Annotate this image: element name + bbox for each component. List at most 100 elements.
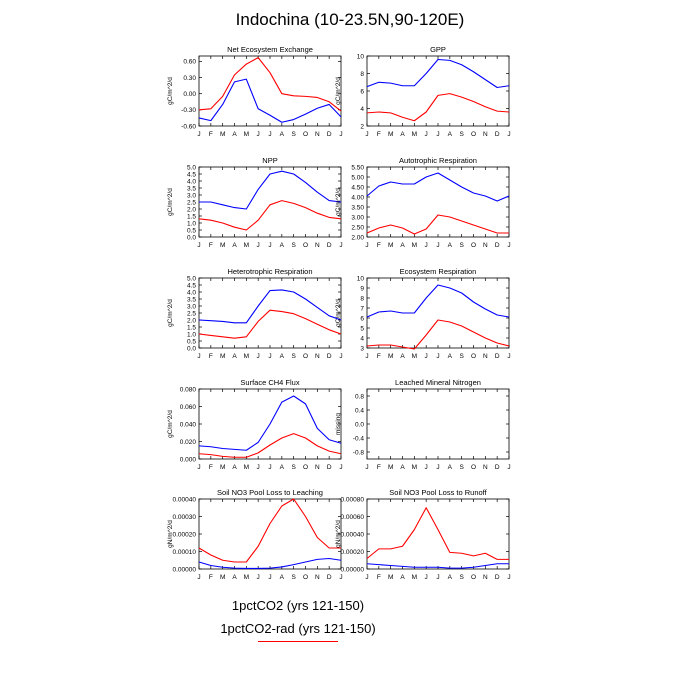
x-tick-label: S (459, 131, 464, 138)
x-tick-label: J (436, 464, 439, 471)
x-tick-label: M (388, 353, 393, 360)
panel-2: NPP gC/m^2/d 0.00.51.01.52.02.53.03.54.04.… (167, 156, 343, 249)
x-tick-label: S (291, 242, 296, 249)
y-axis-label: gC/m^2/d (167, 77, 174, 105)
y-tick-label: 4.00 (351, 194, 364, 201)
x-tick-label: S (291, 574, 296, 581)
y-tick-label: 5.0 (187, 164, 196, 171)
y-axis-label: gN/m^2/d (335, 520, 342, 548)
y-tick-label: 5.0 (187, 275, 196, 282)
series-line-1 (198, 557, 342, 570)
x-tick-label: F (377, 131, 381, 138)
x-tick-label: J (436, 131, 439, 138)
y-tick-label: -0.30 (181, 107, 196, 114)
x-tick-label: M (388, 464, 393, 471)
x-tick-label: N (483, 353, 488, 360)
x-tick-label: D (495, 574, 500, 581)
y-tick-label: 8 (360, 295, 364, 302)
panel-title: Leached Mineral Nitrogen (395, 378, 481, 387)
x-tick-label: J (339, 353, 342, 360)
x-tick-label: J (257, 242, 260, 249)
x-tick-label: M (412, 242, 417, 249)
y-tick-label: 0.30 (183, 75, 196, 82)
x-tick-label: A (400, 464, 405, 471)
y-tick-label: -0.4 (353, 435, 365, 442)
x-tick-label: A (400, 574, 405, 581)
x-tick-label: F (209, 131, 213, 138)
x-tick-label: F (209, 353, 213, 360)
series-line-2 (366, 319, 510, 350)
x-tick-label: M (220, 131, 225, 138)
x-tick-label: J (425, 242, 428, 249)
series-line-2 (366, 214, 509, 235)
x-tick-label: A (280, 464, 285, 471)
y-tick-label: 0.5 (187, 227, 196, 234)
x-tick-label: J (436, 242, 439, 249)
y-tick-label: 0.060 (180, 404, 197, 411)
x-tick-label: A (400, 353, 405, 360)
x-tick-label: A (400, 242, 405, 249)
x-tick-label: S (291, 131, 296, 138)
x-tick-label: D (495, 353, 500, 360)
x-tick-label: M (220, 242, 225, 249)
x-tick-label: A (232, 242, 237, 249)
panel-title: Soil NO3 Pool Loss to Leaching (217, 488, 323, 497)
legend-label-series2: 1pctCO2-rad (yrs 121-150) (220, 621, 376, 636)
x-tick-label: M (412, 353, 417, 360)
x-tick-label: J (425, 131, 428, 138)
x-tick-label: J (507, 464, 510, 471)
x-tick-label: N (483, 242, 488, 249)
x-tick-label: J (268, 464, 271, 471)
x-tick-label: S (291, 353, 296, 360)
x-tick-label: M (244, 574, 249, 581)
x-tick-label: S (459, 574, 464, 581)
x-tick-label: J (197, 464, 200, 471)
series-line-2 (198, 200, 342, 231)
y-tick-label: 2.00 (351, 234, 364, 241)
y-tick-label: 3.0 (187, 303, 196, 310)
series-line-2 (366, 93, 510, 122)
series-line-1 (366, 172, 510, 202)
x-tick-label: M (412, 574, 417, 581)
x-tick-label: J (257, 574, 260, 581)
x-tick-label: A (232, 131, 237, 138)
y-tick-label: 4 (360, 106, 364, 113)
plot-frame (198, 277, 342, 349)
y-tick-label: 0.020 (180, 439, 197, 446)
x-tick-label: F (209, 464, 213, 471)
x-tick-label: D (495, 131, 500, 138)
y-tick-label: 0.00080 (341, 496, 365, 503)
series-line-1 (198, 395, 342, 451)
y-tick-label: 4.5 (187, 282, 196, 289)
x-tick-label: N (315, 464, 320, 471)
x-tick-label: N (483, 131, 488, 138)
x-tick-label: O (471, 242, 476, 249)
y-tick-label: 5.00 (351, 174, 364, 181)
y-tick-label: 4.5 (187, 171, 196, 178)
x-tick-label: J (507, 242, 510, 249)
x-tick-label: O (471, 574, 476, 581)
x-tick-label: J (425, 464, 428, 471)
x-tick-label: F (377, 574, 381, 581)
series-line-2 (198, 309, 342, 339)
x-tick-label: M (220, 353, 225, 360)
y-tick-label: 6 (360, 315, 364, 322)
y-tick-label: 10 (357, 53, 365, 60)
x-tick-label: J (365, 464, 368, 471)
plot-frame (366, 498, 510, 570)
y-tick-label: 2.5 (187, 310, 196, 317)
x-tick-label: A (448, 131, 453, 138)
legend-line-series2 (258, 641, 338, 642)
x-tick-label: M (412, 464, 417, 471)
y-tick-label: 3.0 (187, 192, 196, 199)
x-tick-label: O (303, 131, 308, 138)
x-tick-label: N (483, 574, 488, 581)
y-tick-label: 0.00040 (173, 496, 197, 503)
x-tick-label: D (495, 242, 500, 249)
x-tick-label: O (471, 131, 476, 138)
x-tick-label: M (244, 353, 249, 360)
x-tick-label: J (507, 353, 510, 360)
x-tick-label: M (388, 131, 393, 138)
series-line-2 (366, 507, 509, 560)
